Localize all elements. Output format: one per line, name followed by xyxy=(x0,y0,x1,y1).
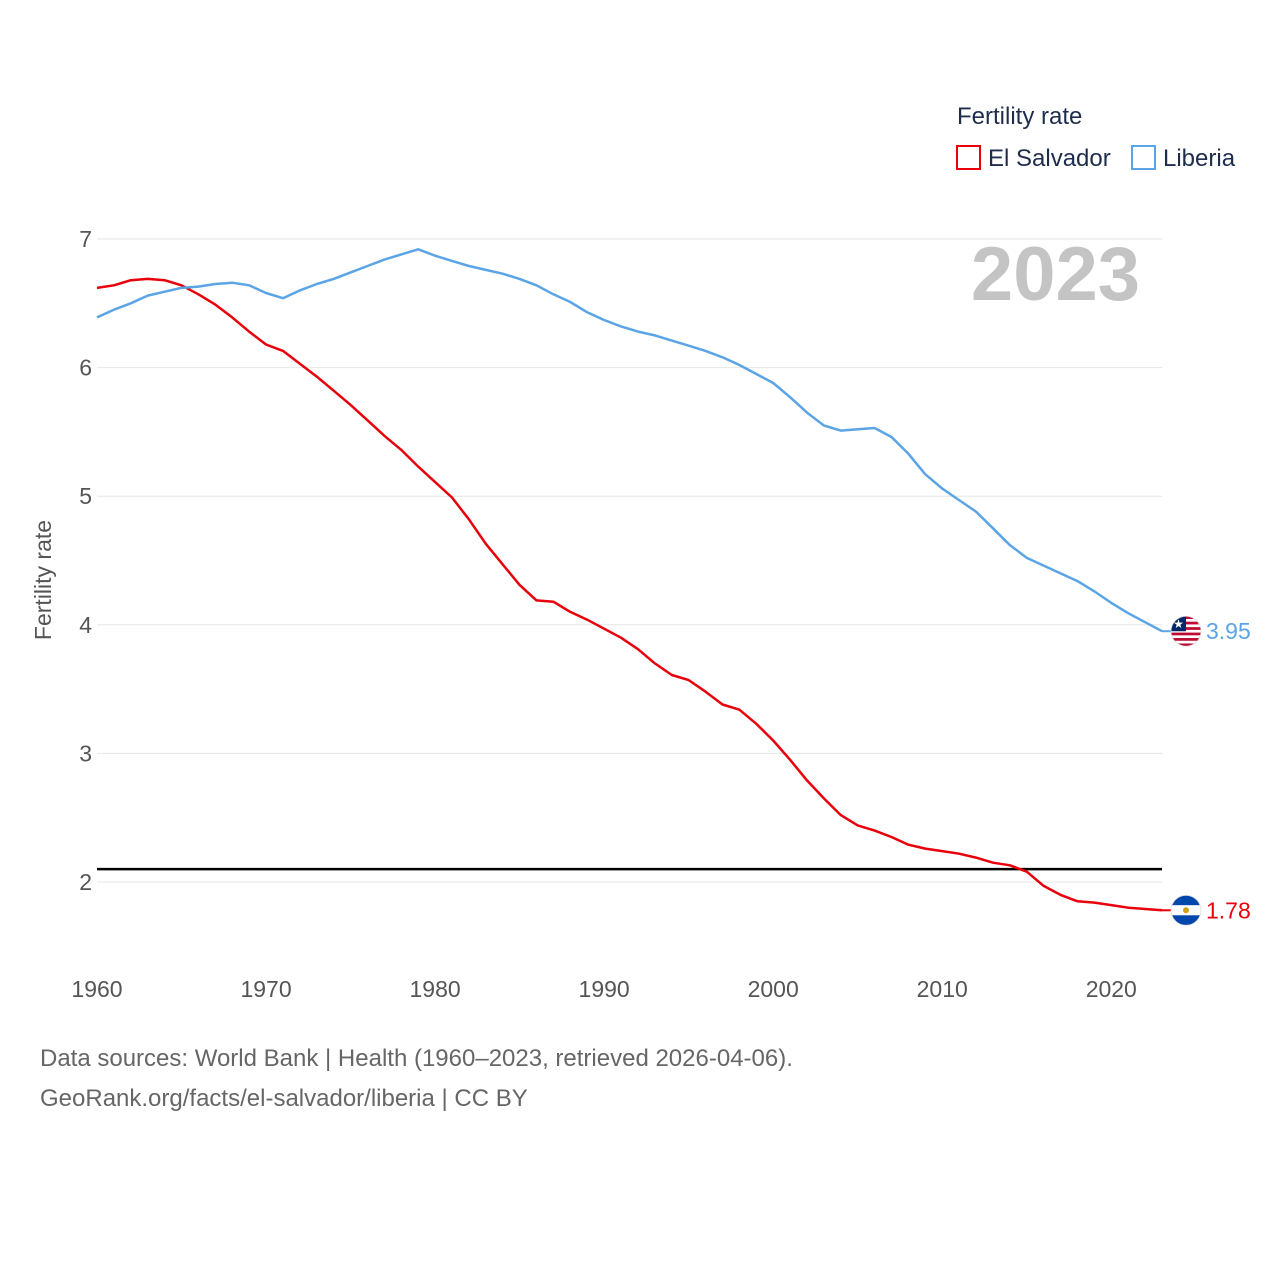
x-tick-label: 1990 xyxy=(579,976,630,1002)
series-lines xyxy=(96,248,1163,912)
el-salvador-flag-icon xyxy=(1170,894,1202,926)
end-value-liberia: 3.95 xyxy=(1206,618,1251,644)
liberia-flag-icon: ★ xyxy=(1170,615,1202,647)
x-tick-label: 1960 xyxy=(71,976,122,1002)
x-tick-label: 2020 xyxy=(1086,976,1137,1002)
legend-swatch-liberia[interactable] xyxy=(1131,145,1156,170)
legend: Fertility rate El Salvador Liberia xyxy=(956,103,1236,172)
attribution-link[interactable]: GeoRank.org/facts/el-salvador/liberia | … xyxy=(40,1085,528,1112)
data-source-note: Data sources: World Bank | Health (1960–… xyxy=(40,1045,793,1072)
y-axis-label: Fertility rate xyxy=(30,520,56,640)
y-tick-label: 5 xyxy=(79,483,92,509)
legend-label-el-salvador[interactable]: El Salvador xyxy=(988,145,1111,172)
legend-swatch-el-salvador[interactable] xyxy=(956,145,981,170)
legend-title: Fertility rate xyxy=(957,103,1082,130)
axes: 2 3 4 5 6 7 1960 1970 1980 1990 2000 2010 2020 xyxy=(71,226,1136,1002)
current-year-label: 2023 xyxy=(971,232,1140,317)
series-line-liberia[interactable] xyxy=(96,248,1163,633)
y-tick-label: 7 xyxy=(79,226,92,252)
y-tick-label: 4 xyxy=(79,612,92,638)
x-tick-label: 2000 xyxy=(748,976,799,1002)
grid-lines xyxy=(97,238,1162,883)
y-tick-label: 2 xyxy=(79,869,92,895)
y-tick-label: 3 xyxy=(79,740,92,766)
end-labels: 1.78 ★ 3.95 xyxy=(1162,615,1251,926)
x-tick-label: 2010 xyxy=(917,976,968,1002)
series-line-el-salvador[interactable] xyxy=(96,277,1163,912)
legend-label-liberia[interactable]: Liberia xyxy=(1163,145,1236,172)
svg-text:★: ★ xyxy=(1173,617,1184,631)
end-value-el-salvador: 1.78 xyxy=(1206,897,1251,923)
x-tick-label: 1980 xyxy=(410,976,461,1002)
y-tick-label: 6 xyxy=(79,355,92,381)
x-tick-label: 1970 xyxy=(240,976,291,1002)
